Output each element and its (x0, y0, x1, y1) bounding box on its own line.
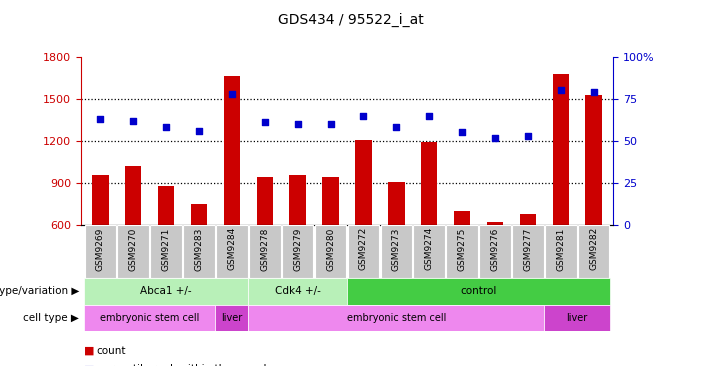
Point (193, 128, 205, 134)
Text: GSM9279: GSM9279 (293, 227, 302, 270)
Point (325, 121, 336, 127)
Bar (282, 225, 313, 278)
Text: GSM9276: GSM9276 (491, 227, 500, 270)
Bar (486, 222, 503, 225)
Text: GSM9269: GSM9269 (96, 227, 105, 270)
Point (95, 116, 106, 122)
Bar (585, 94, 602, 225)
Point (423, 113, 435, 119)
Text: embryonic stem cell: embryonic stem cell (100, 313, 199, 323)
Bar (248, 305, 544, 331)
Text: GSM9278: GSM9278 (260, 227, 269, 270)
Text: GSM9283: GSM9283 (194, 227, 203, 270)
Text: count: count (97, 346, 126, 356)
Bar (347, 278, 610, 305)
Point (292, 121, 304, 127)
Bar (118, 225, 149, 278)
Point (390, 124, 402, 130)
Text: cell type ▶: cell type ▶ (23, 313, 79, 323)
Bar (552, 74, 569, 225)
Point (226, 91, 238, 97)
Bar (454, 211, 470, 225)
Text: GSM9275: GSM9275 (458, 227, 467, 270)
Text: GSM9274: GSM9274 (425, 227, 434, 270)
Bar (150, 225, 182, 278)
Point (522, 133, 533, 139)
Bar (348, 225, 379, 278)
Bar (414, 225, 445, 278)
Text: GSM9277: GSM9277 (524, 227, 532, 270)
Point (489, 135, 501, 141)
Bar (84, 278, 248, 305)
Point (161, 124, 172, 130)
Bar (290, 175, 306, 225)
Text: GSM9281: GSM9281 (557, 227, 565, 270)
Text: liver: liver (566, 313, 588, 323)
Point (259, 119, 271, 125)
Bar (158, 186, 175, 225)
Text: ■: ■ (84, 364, 95, 366)
Bar (183, 225, 215, 278)
Point (358, 113, 369, 119)
Text: GSM9273: GSM9273 (392, 227, 401, 270)
Bar (216, 225, 247, 278)
Text: GSM9272: GSM9272 (359, 227, 368, 270)
Bar (249, 225, 280, 278)
Bar (355, 139, 372, 225)
Bar (479, 225, 511, 278)
Text: embryonic stem cell: embryonic stem cell (346, 313, 446, 323)
Text: Abca1 +/-: Abca1 +/- (140, 286, 192, 296)
Point (588, 89, 599, 95)
Bar (84, 305, 215, 331)
Bar (544, 305, 610, 331)
Text: GSM9284: GSM9284 (227, 227, 236, 270)
Point (555, 87, 566, 93)
Bar (447, 225, 478, 278)
Bar (578, 225, 609, 278)
Bar (421, 142, 437, 225)
Text: ■: ■ (84, 346, 95, 356)
Text: GSM9282: GSM9282 (589, 227, 598, 270)
Bar (125, 166, 142, 225)
Bar (257, 178, 273, 225)
Point (128, 118, 139, 124)
Text: percentile rank within the sample: percentile rank within the sample (97, 364, 273, 366)
Text: GDS434 / 95522_i_at: GDS434 / 95522_i_at (278, 13, 423, 27)
Text: genotype/variation ▶: genotype/variation ▶ (0, 286, 79, 296)
Bar (519, 214, 536, 225)
Bar (215, 305, 248, 331)
Text: control: control (461, 286, 497, 296)
Text: GSM9280: GSM9280 (326, 227, 335, 270)
Text: liver: liver (222, 313, 243, 323)
Bar (92, 175, 109, 225)
Bar (85, 225, 116, 278)
Bar (322, 178, 339, 225)
Bar (545, 225, 576, 278)
Text: Cdk4 +/-: Cdk4 +/- (275, 286, 320, 296)
Bar (315, 225, 346, 278)
Bar (224, 76, 240, 225)
Bar (381, 225, 412, 278)
Bar (512, 225, 544, 278)
Text: GSM9270: GSM9270 (129, 227, 137, 270)
Bar (248, 278, 347, 305)
Point (456, 130, 468, 135)
Bar (191, 204, 207, 225)
Text: GSM9271: GSM9271 (162, 227, 170, 270)
Bar (388, 182, 404, 225)
